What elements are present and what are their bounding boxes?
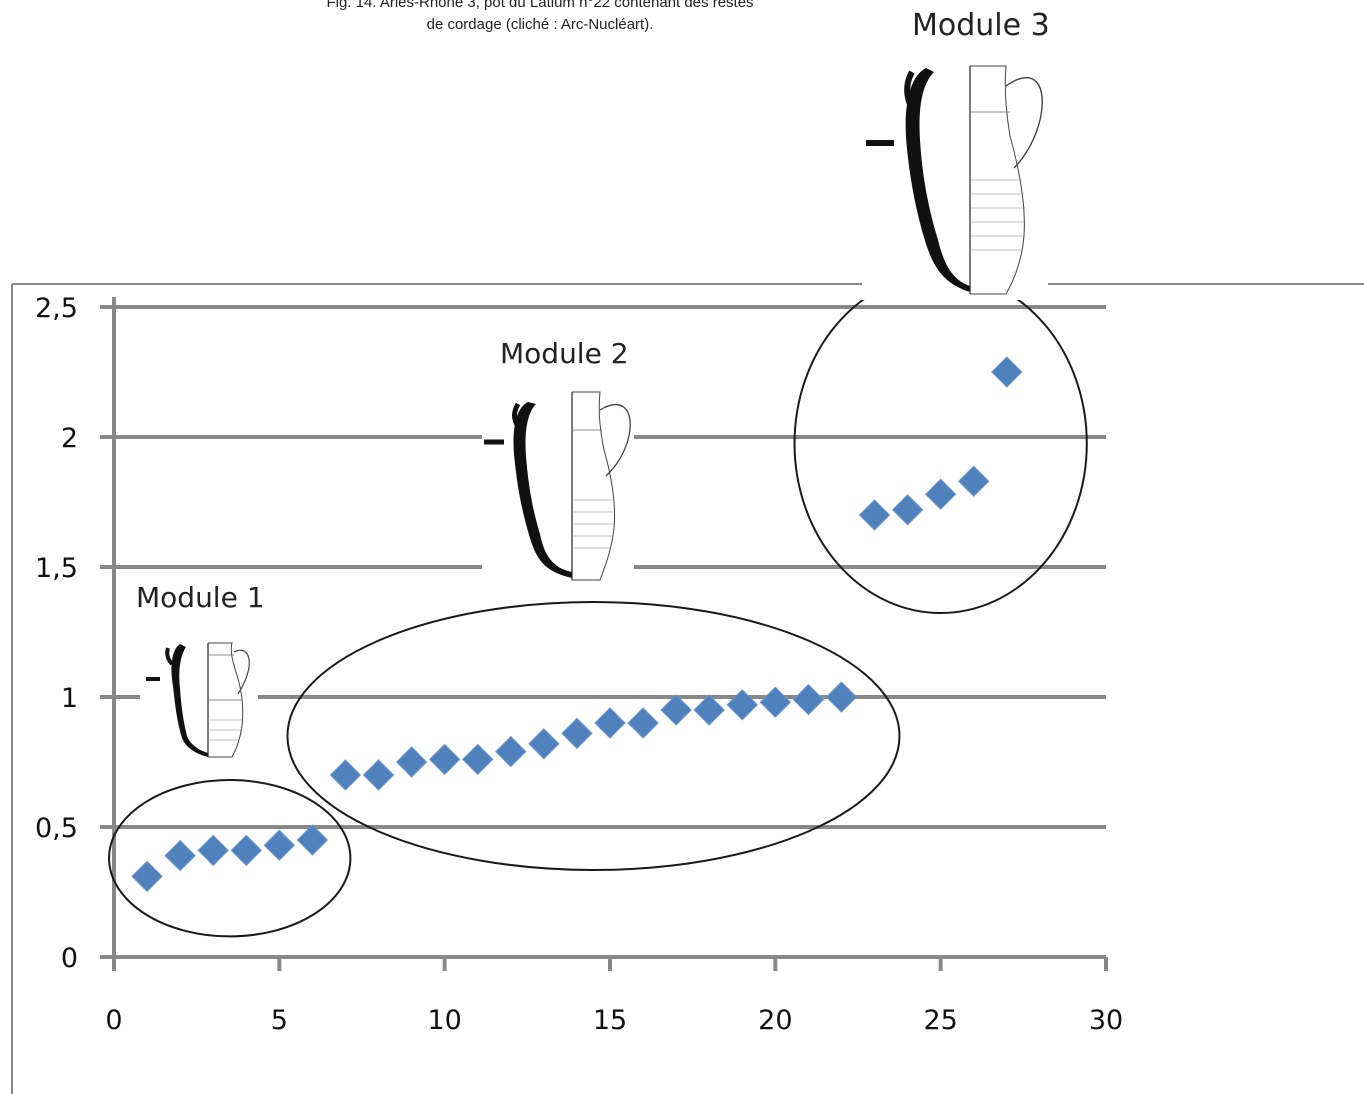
data-points [131,356,1023,893]
data-point-marker [759,686,792,718]
x-tick-label: 20 [758,1005,792,1036]
y-tick-label: 2 [61,423,78,454]
data-point-marker [726,689,758,721]
group-ellipse [108,779,352,938]
data-point-marker [924,478,957,510]
y-tick-label: 0,5 [35,813,78,844]
data-point-marker [164,839,196,872]
x-tick-label: 10 [427,1005,461,1036]
data-point-marker [395,746,428,778]
data-point-marker [627,707,659,739]
data-point-marker [230,834,262,867]
data-point-marker [991,356,1023,388]
tick-labels: 0 0,5 1 1,5 2 2,5 0 5 10 15 20 25 30 [35,293,1123,1036]
module-2-vessel-drawing [482,388,634,584]
data-point-marker [660,694,692,726]
data-point-marker [528,728,560,760]
data-point-marker [825,681,858,713]
x-tick-label: 5 [271,1005,288,1036]
data-point-marker [495,735,527,768]
data-point-marker [197,834,229,867]
x-tick-label: 30 [1089,1005,1123,1036]
y-tick-label: 1 [61,683,78,714]
data-point-marker [792,683,825,716]
axes [100,297,1108,971]
data-point-marker [561,717,593,750]
x-tick-label: 0 [105,1005,122,1036]
data-point-marker [263,829,296,861]
module-1-label: Module 1 [136,581,265,614]
data-point-marker [462,743,494,776]
data-point-marker [858,499,891,531]
data-point-marker [594,707,626,739]
group-ellipses [108,273,1088,938]
y-tick-label: 1,5 [35,553,78,584]
module-1-vessel-drawing [140,640,258,760]
figure-caption: Fig. 14. Arles-Rhône 3, pot du Latium n°… [200,0,880,36]
module-3-vessel-drawing [862,60,1048,300]
caption-line-2: de cordage (cliché : Arc-Nucléart). [426,16,654,33]
module-2-label: Module 2 [500,337,629,370]
data-point-marker [428,743,461,776]
x-tick-label: 25 [923,1005,957,1036]
data-point-marker [958,465,990,497]
caption-line-1: Fig. 14. Arles-Rhône 3, pot du Latium n°… [326,0,754,11]
group-ellipse [793,273,1088,614]
group-ellipse [286,601,901,871]
y-tick-label: 2,5 [35,293,78,324]
data-point-marker [131,860,163,893]
data-point-marker [693,694,725,726]
x-tick-label: 15 [593,1005,627,1036]
y-tick-label: 0 [61,943,78,974]
module-3-label: Module 3 [912,8,1050,43]
data-point-marker [891,494,924,526]
data-point-marker [329,759,362,791]
data-point-marker [362,759,395,791]
data-point-marker [296,824,329,856]
